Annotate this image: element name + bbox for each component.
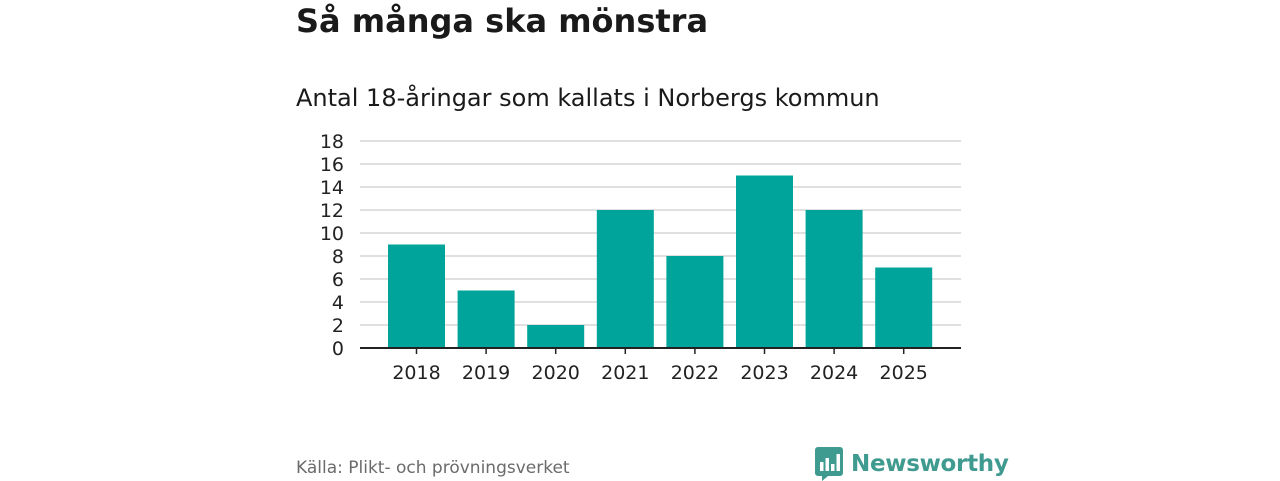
x-tick-label: 2021	[601, 362, 649, 384]
y-tick-label: 18	[320, 131, 344, 153]
source-note: Källa: Plikt- och prövningsverket	[296, 458, 570, 478]
y-tick-label: 2	[332, 315, 344, 337]
x-tick-label: 2022	[671, 362, 719, 384]
bar	[666, 256, 724, 348]
bar-chart-badge-icon	[815, 447, 843, 481]
brand-logo: Newsworthy	[815, 447, 1009, 481]
bar	[875, 267, 933, 348]
y-tick-label: 8	[332, 246, 344, 268]
y-tick-label: 16	[320, 154, 344, 176]
x-tick-label: 2024	[810, 362, 858, 384]
brand-name: Newsworthy	[851, 451, 1009, 477]
bar	[527, 325, 585, 348]
y-tick-label: 0	[332, 338, 344, 360]
x-tick-label: 2025	[880, 362, 928, 384]
y-tick-label: 12	[320, 200, 344, 222]
bar	[388, 244, 445, 348]
bar	[736, 175, 793, 348]
chart-title: Så många ska mönstra	[296, 2, 709, 40]
y-tick-label: 6	[332, 269, 344, 291]
x-tick-label: 2020	[532, 362, 580, 384]
y-tick-label: 4	[332, 292, 344, 314]
bar	[596, 210, 654, 348]
chart-subtitle: Antal 18-åringar som kallats i Norbergs …	[296, 84, 880, 112]
x-tick-label: 2018	[392, 362, 440, 384]
x-tick-label: 2019	[462, 362, 510, 384]
bar	[457, 290, 515, 348]
x-tick-label: 2023	[740, 362, 788, 384]
bar	[805, 210, 863, 348]
y-tick-label: 10	[320, 223, 344, 245]
y-tick-label: 14	[320, 177, 344, 199]
